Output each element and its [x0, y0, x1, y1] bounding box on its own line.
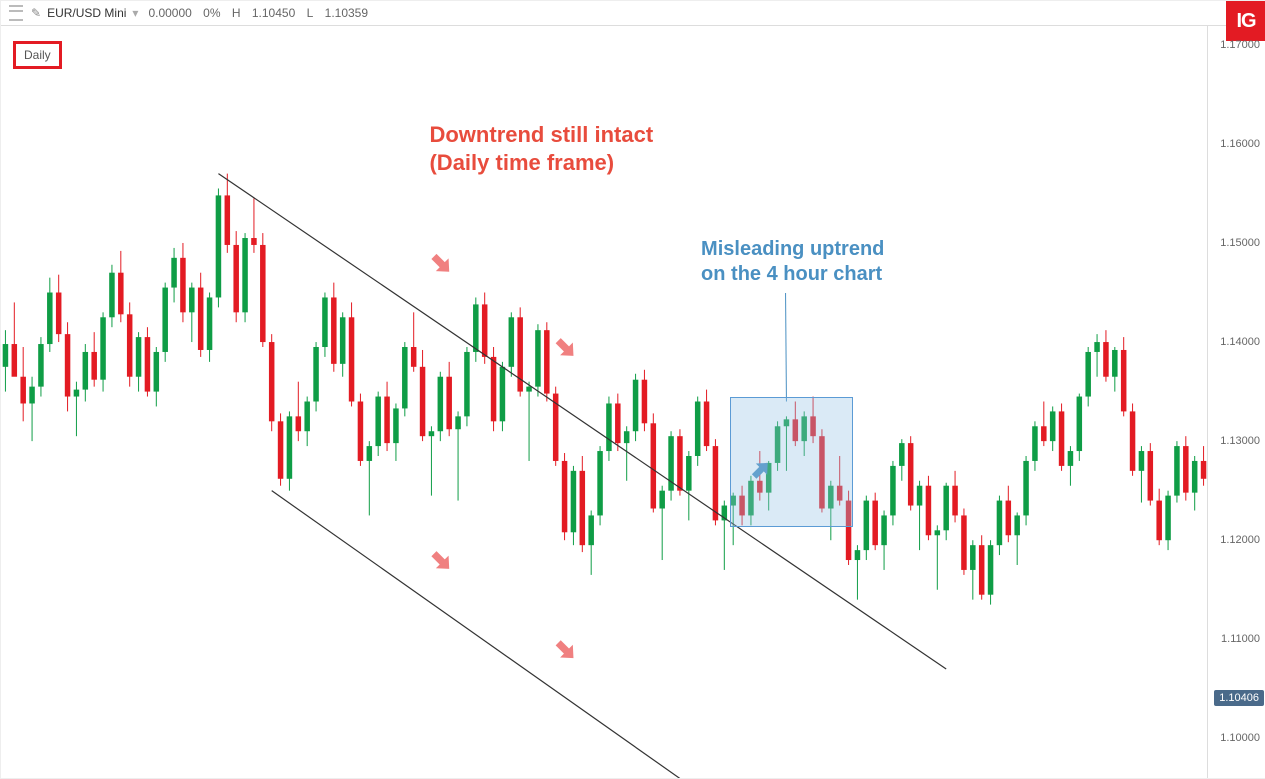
symbol-name[interactable]: EUR/USD Mini [47, 6, 126, 20]
y-tick-label: 1.15000 [1220, 237, 1260, 249]
y-axis[interactable]: 1.10000 1.11000 1.12000 1.13000 1.14000 1.150… [1207, 25, 1265, 778]
draw-icon[interactable]: ✎ [31, 6, 41, 20]
chevron-down-icon[interactable]: ▾ [132, 6, 138, 20]
menu-icon[interactable] [9, 5, 23, 21]
y-tick-label: 1.13000 [1220, 435, 1260, 447]
change-abs: 0.00000 [148, 6, 191, 20]
uptrend-label: Misleading uptrendon the 4 hour chart [701, 237, 884, 287]
highlight-region [730, 397, 853, 528]
y-tick-label: 1.11000 [1221, 633, 1260, 645]
last-price-marker: 1.10406 [1214, 690, 1264, 706]
high-label: H [232, 6, 241, 20]
chart-plot-area[interactable]: Downtrend still intact(Daily time frame)… [1, 25, 1208, 778]
chart-window: ✎ EUR/USD Mini ▾ 0.00000 0% H 1.10450 L … [0, 0, 1265, 779]
y-tick-label: 1.14000 [1220, 336, 1260, 348]
high-value: 1.10450 [252, 6, 295, 20]
low-value: 1.10359 [325, 6, 368, 20]
y-tick-label: 1.10000 [1220, 732, 1260, 744]
downtrend-label: Downtrend still intact(Daily time frame) [429, 121, 653, 176]
low-label: L [307, 6, 314, 20]
y-tick-label: 1.16000 [1220, 138, 1260, 150]
top-toolbar: ✎ EUR/USD Mini ▾ 0.00000 0% H 1.10450 L … [1, 1, 1265, 26]
y-tick-label: 1.17000 [1220, 39, 1260, 51]
change-pct: 0% [203, 6, 220, 20]
quote-readout: 0.00000 0% H 1.10450 L 1.10359 [148, 6, 376, 20]
y-tick-label: 1.12000 [1220, 534, 1260, 546]
